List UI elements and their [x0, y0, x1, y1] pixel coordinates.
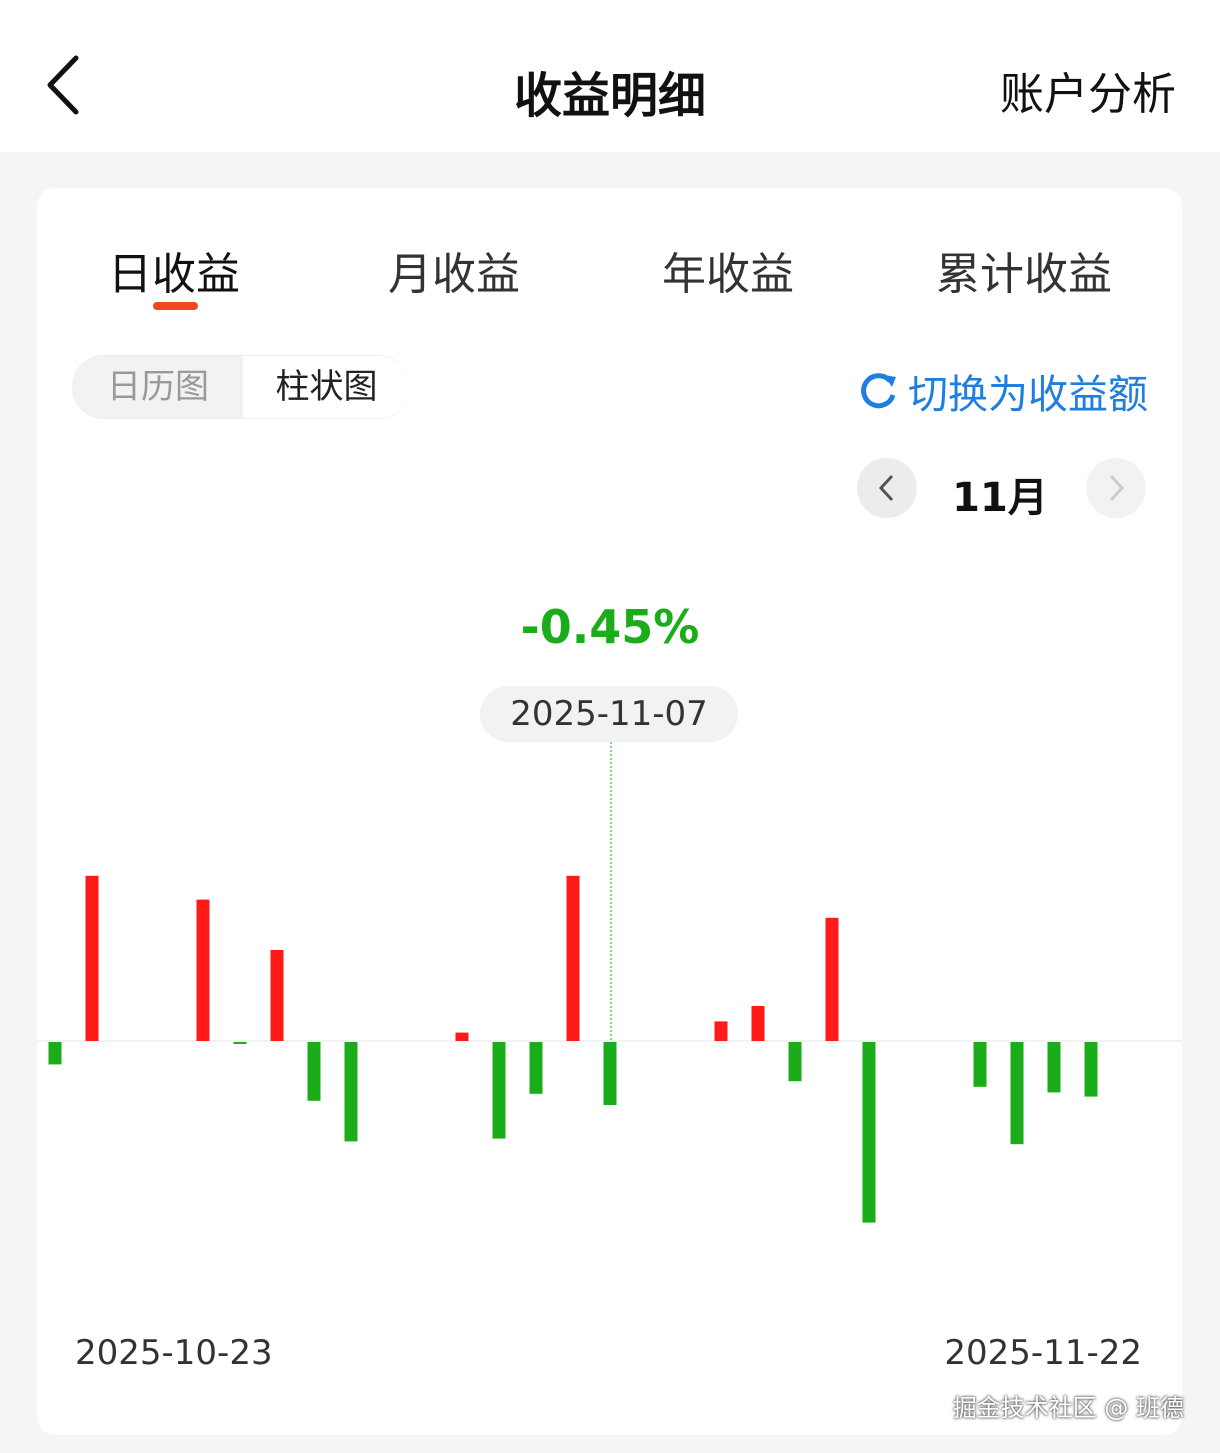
- active-tab-indicator: [153, 302, 198, 310]
- page-title: 收益明细: [513, 68, 706, 124]
- bar-2025-11-17[interactable]: [973, 1042, 987, 1087]
- account-analysis-link[interactable]: 账户分析: [1000, 69, 1176, 120]
- watermark: 掘金技术社区 @ 班德: [952, 1394, 1184, 1422]
- selected-date: 2025-11-07: [480, 686, 738, 742]
- bar-2025-11-18[interactable]: [1010, 1042, 1024, 1145]
- next-month-button[interactable]: [1086, 458, 1146, 518]
- bar-2025-11-06[interactable]: [566, 875, 580, 1041]
- bar-2025-11-19[interactable]: [1047, 1042, 1061, 1093]
- bar-2025-11-10[interactable]: [714, 1021, 728, 1041]
- axis-start-label: 2025-10-23: [75, 1333, 273, 1373]
- bar-2025-10-29[interactable]: [270, 950, 284, 1041]
- bar-2025-11-13[interactable]: [825, 917, 839, 1041]
- tab-yearly[interactable]: 年收益: [662, 249, 794, 300]
- bar-2025-11-04[interactable]: [492, 1042, 506, 1139]
- calendar-view-option[interactable]: 日历图: [107, 367, 209, 407]
- tab-cumulative[interactable]: 累计收益: [936, 249, 1112, 300]
- selected-value: -0.45%: [520, 600, 700, 654]
- bar-2025-11-07[interactable]: [603, 1042, 617, 1105]
- bar-2025-11-03[interactable]: [455, 1032, 469, 1041]
- axis-end-label: 2025-11-22: [944, 1333, 1142, 1373]
- bar-2025-10-30[interactable]: [307, 1042, 321, 1101]
- bar-2025-10-24[interactable]: [85, 875, 99, 1041]
- bar-2025-10-23[interactable]: [48, 1042, 62, 1065]
- switch-to-amount-button[interactable]: 切换为收益额: [856, 362, 1148, 420]
- bar-2025-11-11[interactable]: [751, 1006, 765, 1041]
- prev-month-button[interactable]: [857, 458, 917, 518]
- bar-2025-10-28[interactable]: [233, 1042, 247, 1044]
- tab-monthly[interactable]: 月收益: [388, 249, 520, 300]
- bar-2025-11-14[interactable]: [862, 1042, 876, 1223]
- bar-2025-10-31[interactable]: [344, 1042, 358, 1142]
- chevron-right-icon: [1109, 474, 1125, 502]
- bar-view-option[interactable]: 柱状图: [243, 356, 410, 418]
- tab-daily[interactable]: 日收益: [108, 249, 240, 300]
- refresh-icon: [861, 373, 896, 409]
- month-label: 11月: [952, 475, 1048, 521]
- header: 收益明细 账户分析: [0, 0, 1220, 152]
- bar-2025-11-05[interactable]: [529, 1042, 543, 1094]
- back-arrow-icon[interactable]: [40, 52, 90, 118]
- chevron-left-icon: [878, 474, 894, 502]
- bar-2025-11-20[interactable]: [1084, 1042, 1098, 1097]
- view-toggle: 日历图 柱状图: [72, 355, 410, 419]
- bar-2025-10-27[interactable]: [196, 899, 210, 1041]
- bar-2025-11-12[interactable]: [788, 1042, 802, 1082]
- switch-label: 切换为收益额: [908, 372, 1148, 418]
